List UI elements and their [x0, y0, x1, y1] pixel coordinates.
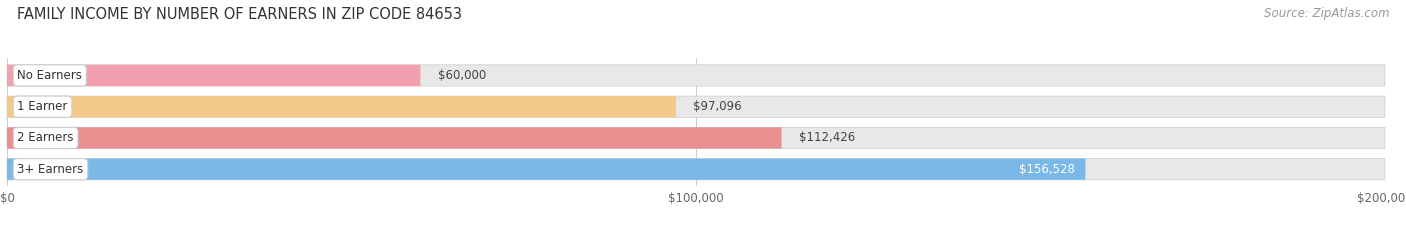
- Text: FAMILY INCOME BY NUMBER OF EARNERS IN ZIP CODE 84653: FAMILY INCOME BY NUMBER OF EARNERS IN ZI…: [17, 7, 463, 22]
- Text: Source: ZipAtlas.com: Source: ZipAtlas.com: [1264, 7, 1389, 20]
- FancyBboxPatch shape: [7, 96, 676, 117]
- Text: 1 Earner: 1 Earner: [17, 100, 67, 113]
- Text: $97,096: $97,096: [693, 100, 742, 113]
- Text: 3+ Earners: 3+ Earners: [17, 163, 83, 176]
- Text: $60,000: $60,000: [437, 69, 486, 82]
- Text: No Earners: No Earners: [17, 69, 82, 82]
- Text: 2 Earners: 2 Earners: [17, 131, 75, 144]
- FancyBboxPatch shape: [7, 65, 420, 86]
- FancyBboxPatch shape: [7, 159, 1385, 180]
- Text: $156,528: $156,528: [1019, 163, 1076, 176]
- FancyBboxPatch shape: [7, 96, 1385, 117]
- FancyBboxPatch shape: [7, 159, 1085, 180]
- Text: $112,426: $112,426: [799, 131, 855, 144]
- FancyBboxPatch shape: [7, 127, 782, 149]
- FancyBboxPatch shape: [7, 65, 1385, 86]
- FancyBboxPatch shape: [7, 127, 1385, 149]
